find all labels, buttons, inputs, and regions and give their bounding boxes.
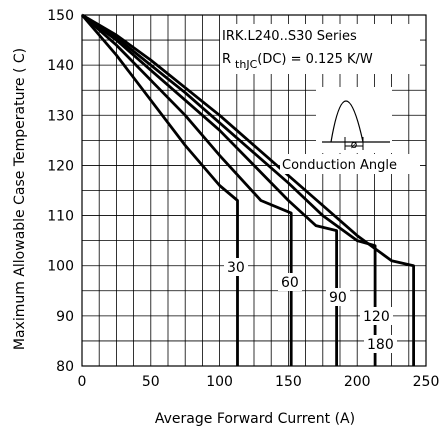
series-line-180	[81, 13, 415, 366]
plot-frame	[81, 14, 427, 367]
y-tick-label: 120	[47, 158, 74, 174]
curve-label-bg	[364, 335, 397, 353]
x-tick-label: 100	[206, 374, 233, 390]
series-line-90	[81, 13, 338, 366]
y-tick-label: 90	[56, 309, 74, 325]
series-line-30	[80, 14, 239, 366]
y-tick-label: 150	[47, 8, 74, 24]
x-tick-label: 50	[142, 374, 160, 390]
series-line-60	[81, 13, 293, 366]
curve-label-30: 30	[227, 260, 245, 276]
rth-sub: thJC	[235, 58, 258, 71]
curve-label-180: 180	[367, 337, 394, 353]
curve-label-bg	[224, 258, 248, 276]
y-tick-label: 110	[47, 209, 74, 225]
curve-label-bg	[360, 307, 393, 325]
conduction-angle-label: Conduction Angle	[282, 158, 397, 173]
x-tick-label: 250	[413, 374, 440, 390]
x-tick-label: 150	[275, 374, 302, 390]
rth-rest: (DC) = 0.125 K/W	[257, 52, 373, 67]
curve-label-90: 90	[329, 290, 347, 306]
y-tick-label: 100	[47, 259, 74, 275]
conduction-angle-inset: ø	[316, 87, 392, 153]
series-name-label: IRK.L240..S30 Series	[222, 29, 357, 44]
curve-label-bg	[326, 288, 350, 306]
annotation-bg	[220, 24, 420, 74]
x-tick-label: 0	[78, 374, 87, 390]
y-tick-label: 80	[56, 359, 74, 375]
x-tick-label: 200	[344, 374, 371, 390]
conduction-label-bg	[280, 154, 420, 174]
curves	[80, 13, 415, 366]
curve-label-60: 60	[281, 275, 299, 291]
curve-label-120: 120	[363, 309, 390, 325]
y-tick-label: 130	[47, 108, 74, 124]
rth-prefix: R	[222, 52, 231, 67]
y-tick-label: 140	[47, 58, 74, 74]
curve-labels: 30 60 90 120 180	[224, 258, 397, 353]
curve-label-bg	[278, 273, 302, 291]
y-axis-label: Maximum Allowable Case Temperature ( C)	[12, 48, 28, 350]
x-axis-label: Average Forward Current (A)	[155, 411, 355, 427]
ticks: 0 50 100 150 200 250 80 90 100 110 120 130 140 150	[47, 8, 439, 390]
series-line-120	[81, 13, 377, 366]
half-sine-wave-icon	[330, 100, 364, 143]
phi-symbol: ø	[351, 138, 358, 151]
